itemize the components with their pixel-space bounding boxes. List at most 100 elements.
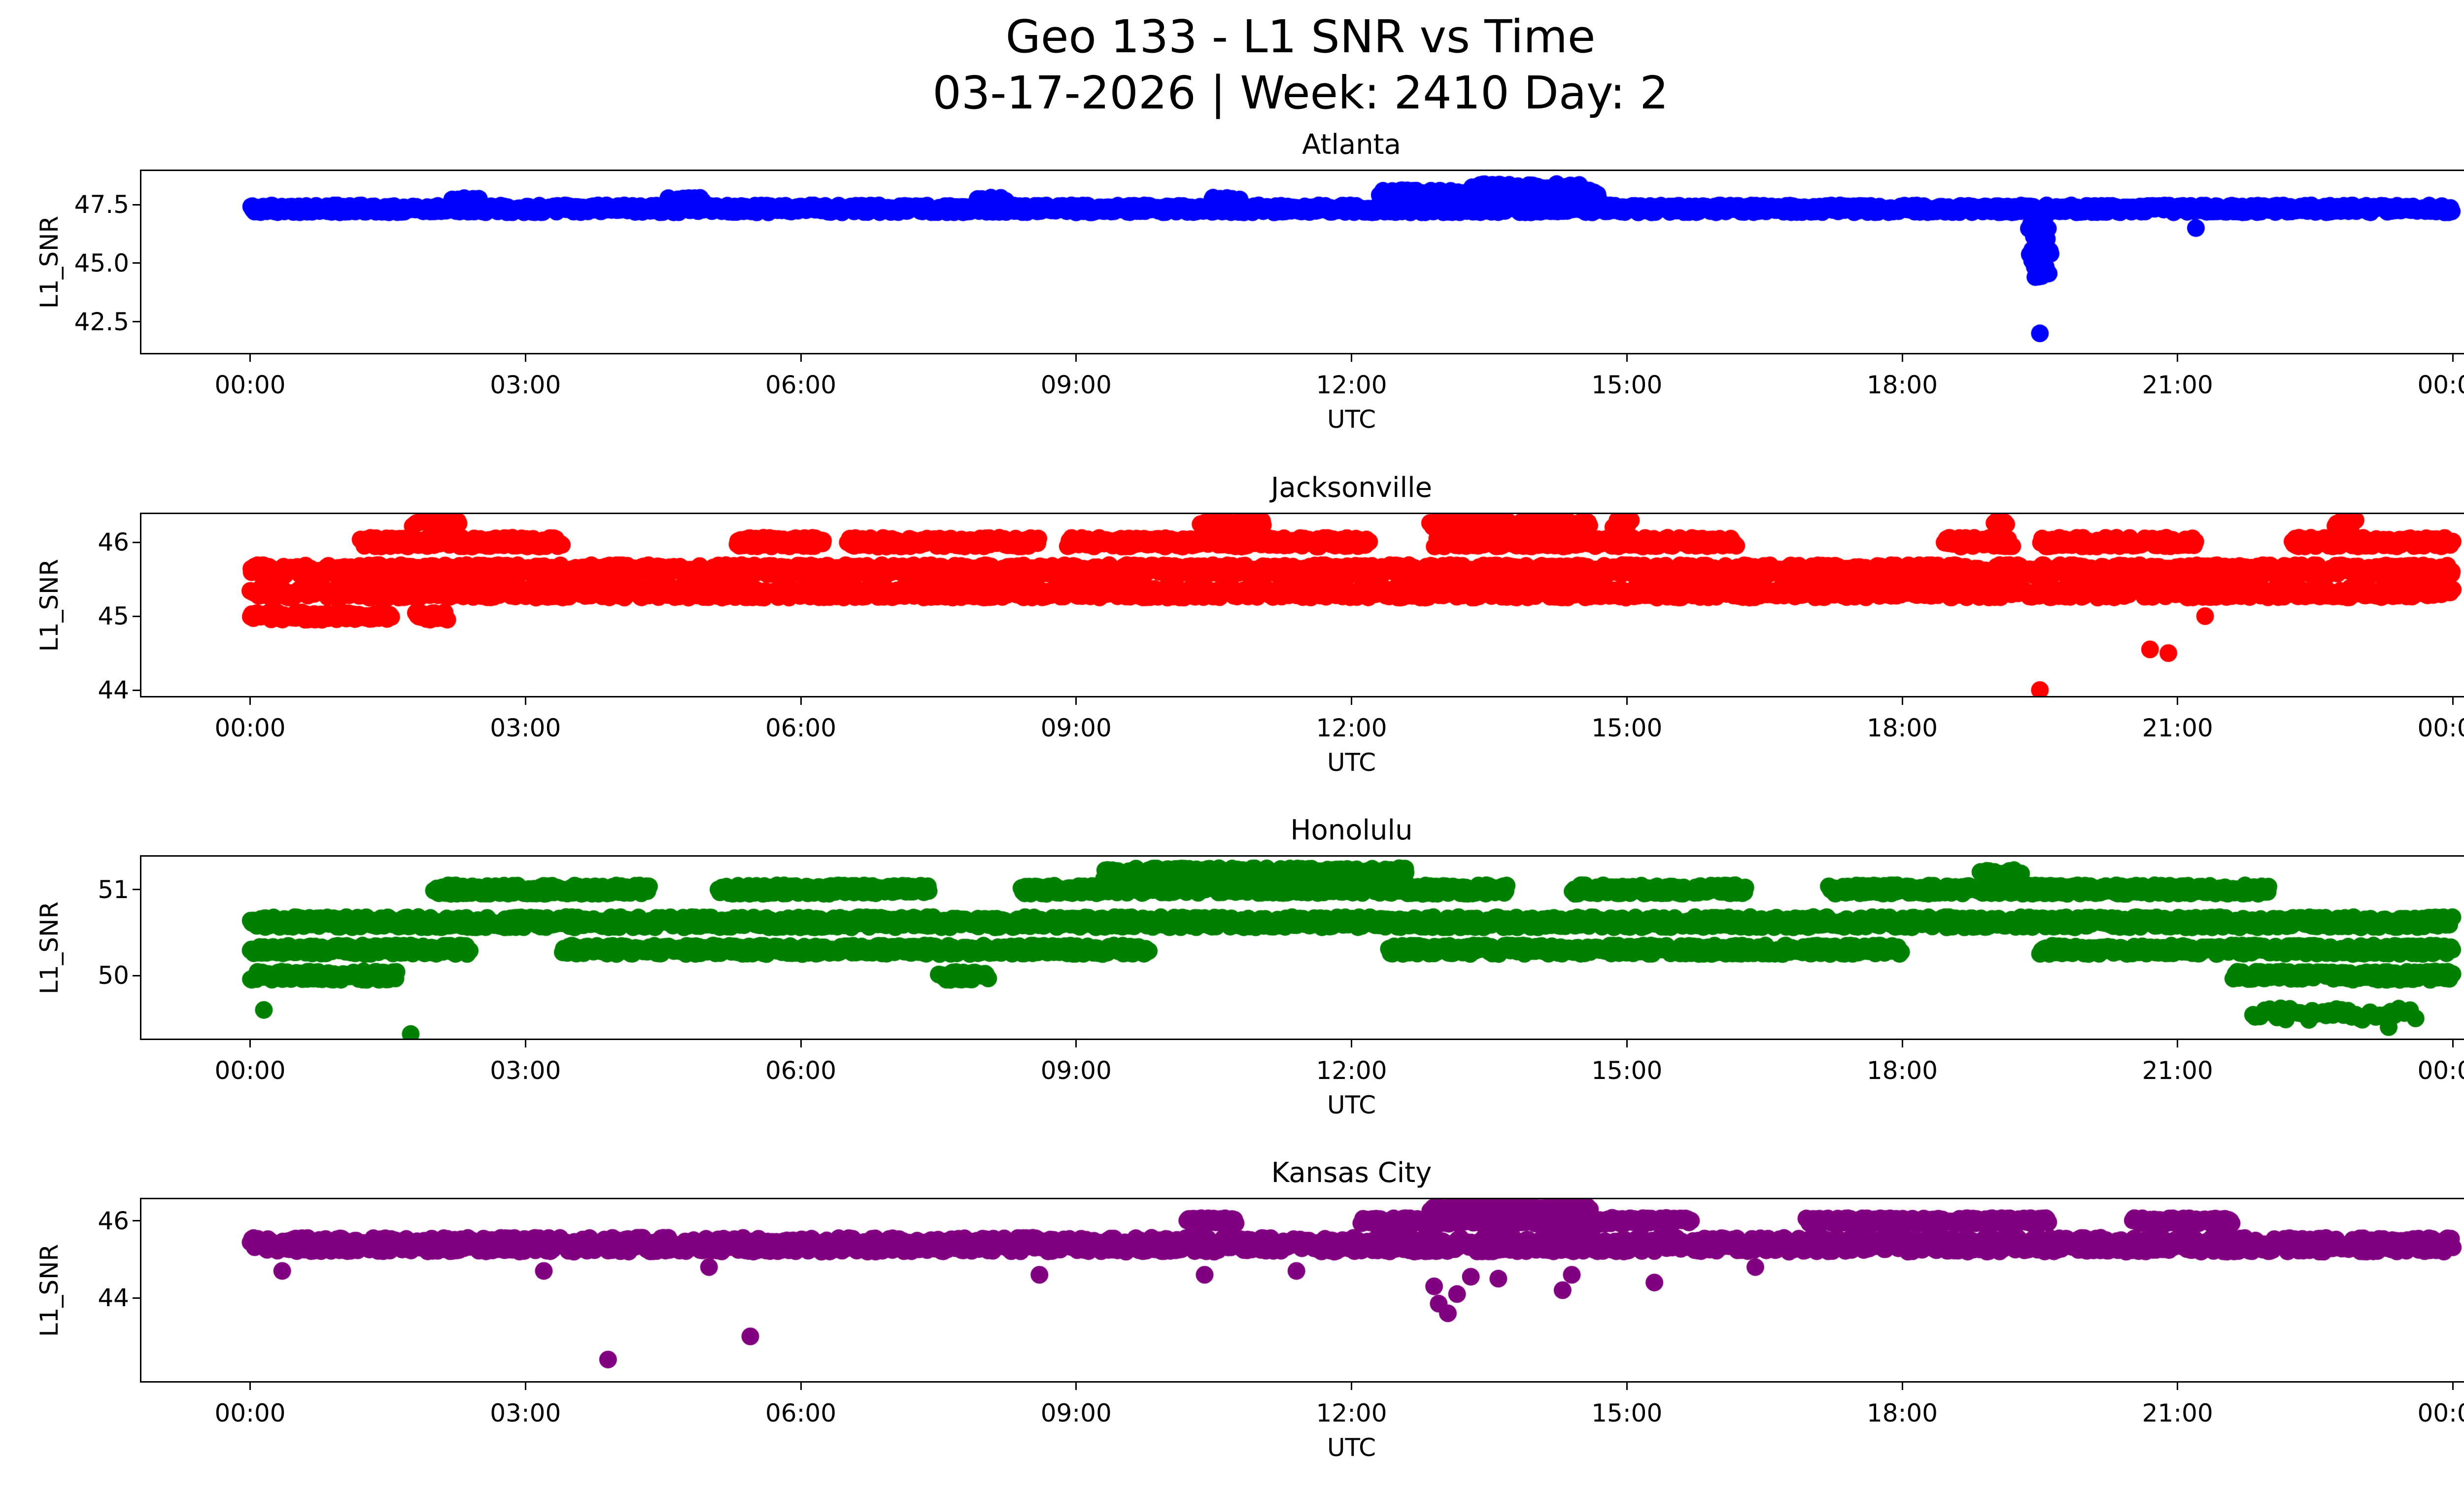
x-axis-label-jacksonville: UTC xyxy=(1327,748,1376,777)
subplot-title-kansas-city: Kansas City xyxy=(1271,1157,1432,1189)
x-tick-label-jacksonville: 03:00 xyxy=(490,714,561,742)
x-tick-label-atlanta: 21:00 xyxy=(2142,371,2213,399)
subplot-title-honolulu: Honolulu xyxy=(1290,814,1413,846)
x-tick-mark-honolulu xyxy=(800,1040,802,1047)
subplot-title-jacksonville: Jacksonville xyxy=(1270,472,1433,504)
x-tick-label-atlanta: 03:00 xyxy=(490,371,561,399)
x-tick-label-kansas-city: 00:00 xyxy=(214,1399,286,1427)
x-tick-label-jacksonville: 06:00 xyxy=(765,714,837,742)
x-tick-label-kansas-city: 03:00 xyxy=(490,1399,561,1427)
x-tick-label-atlanta: 18:00 xyxy=(1866,371,1938,399)
x-tick-mark-atlanta xyxy=(2452,354,2454,362)
x-tick-label-honolulu: 12:00 xyxy=(1316,1056,1387,1085)
x-tick-mark-atlanta xyxy=(1351,354,1352,362)
x-tick-label-jacksonville: 00:00 xyxy=(2417,714,2464,742)
x-axis-label-atlanta: UTC xyxy=(1327,405,1376,434)
x-tick-label-honolulu: 03:00 xyxy=(490,1056,561,1085)
x-tick-mark-kansas-city xyxy=(2452,1383,2454,1390)
y-tick-mark-atlanta xyxy=(133,204,140,206)
y-tick-mark-jacksonville xyxy=(133,541,140,543)
x-tick-mark-honolulu xyxy=(1351,1040,1352,1047)
x-tick-mark-jacksonville xyxy=(1626,697,1628,705)
x-tick-label-jacksonville: 15:00 xyxy=(1591,714,1663,742)
x-tick-mark-kansas-city xyxy=(1351,1383,1352,1390)
x-tick-label-jacksonville: 12:00 xyxy=(1316,714,1387,742)
x-tick-mark-honolulu xyxy=(524,1040,526,1047)
x-axis-label-kansas-city: UTC xyxy=(1327,1433,1376,1462)
figure-subtitle: 03-17-2026 | Week: 2410 Day: 2 xyxy=(932,67,1669,119)
x-tick-label-honolulu: 00:00 xyxy=(214,1056,286,1085)
y-tick-label-atlanta: 47.5 xyxy=(74,190,129,219)
figure-title: Geo 133 - L1 SNR vs Time xyxy=(1005,10,1596,63)
y-tick-label-honolulu: 50 xyxy=(98,961,129,990)
x-tick-mark-honolulu xyxy=(2452,1040,2454,1047)
x-tick-mark-honolulu xyxy=(249,1040,251,1047)
x-tick-mark-honolulu xyxy=(1626,1040,1628,1047)
x-tick-label-kansas-city: 09:00 xyxy=(1040,1399,1112,1427)
y-tick-mark-atlanta xyxy=(133,321,140,323)
x-tick-mark-jacksonville xyxy=(1075,697,1077,705)
x-tick-mark-atlanta xyxy=(800,354,802,362)
x-tick-mark-honolulu xyxy=(1901,1040,1903,1047)
x-tick-label-atlanta: 06:00 xyxy=(765,371,837,399)
y-tick-label-atlanta: 45.0 xyxy=(74,248,129,278)
x-tick-mark-jacksonville xyxy=(800,697,802,705)
x-tick-mark-atlanta xyxy=(249,354,251,362)
x-tick-label-honolulu: 00:00 xyxy=(2417,1056,2464,1085)
scatter-canvas-jacksonville xyxy=(140,513,2464,697)
x-tick-mark-atlanta xyxy=(1626,354,1628,362)
x-tick-mark-kansas-city xyxy=(1075,1383,1077,1390)
x-tick-mark-jacksonville xyxy=(1901,697,1903,705)
x-tick-label-atlanta: 00:00 xyxy=(2417,371,2464,399)
x-tick-mark-atlanta xyxy=(524,354,526,362)
y-tick-label-honolulu: 51 xyxy=(98,875,129,904)
x-tick-mark-jacksonville xyxy=(2452,697,2454,705)
x-tick-mark-jacksonville xyxy=(2177,697,2179,705)
x-tick-mark-jacksonville xyxy=(249,697,251,705)
x-tick-label-kansas-city: 21:00 xyxy=(2142,1399,2213,1427)
x-tick-label-honolulu: 06:00 xyxy=(765,1056,837,1085)
x-tick-label-honolulu: 18:00 xyxy=(1866,1056,1938,1085)
x-tick-label-atlanta: 09:00 xyxy=(1040,371,1112,399)
x-axis-label-honolulu: UTC xyxy=(1327,1091,1376,1119)
x-tick-mark-kansas-city xyxy=(1626,1383,1628,1390)
y-tick-mark-honolulu xyxy=(133,889,140,891)
x-tick-mark-kansas-city xyxy=(249,1383,251,1390)
x-tick-label-jacksonville: 00:00 xyxy=(214,714,286,742)
x-tick-mark-kansas-city xyxy=(524,1383,526,1390)
scatter-canvas-atlanta xyxy=(140,170,2464,354)
x-tick-label-honolulu: 15:00 xyxy=(1591,1056,1663,1085)
x-tick-mark-jacksonville xyxy=(1351,697,1352,705)
x-tick-mark-atlanta xyxy=(1901,354,1903,362)
x-tick-label-jacksonville: 09:00 xyxy=(1040,714,1112,742)
x-tick-label-jacksonville: 18:00 xyxy=(1866,714,1938,742)
x-tick-mark-kansas-city xyxy=(1901,1383,1903,1390)
x-tick-mark-jacksonville xyxy=(524,697,526,705)
x-tick-label-atlanta: 00:00 xyxy=(214,371,286,399)
y-tick-mark-jacksonville xyxy=(133,689,140,691)
scatter-canvas-kansas-city xyxy=(140,1198,2464,1383)
x-tick-mark-honolulu xyxy=(1075,1040,1077,1047)
x-tick-mark-kansas-city xyxy=(2177,1383,2179,1390)
x-tick-label-honolulu: 21:00 xyxy=(2142,1056,2213,1085)
y-tick-mark-atlanta xyxy=(133,262,140,264)
scatter-canvas-honolulu xyxy=(140,855,2464,1040)
x-tick-label-atlanta: 12:00 xyxy=(1316,371,1387,399)
x-tick-label-honolulu: 09:00 xyxy=(1040,1056,1112,1085)
y-tick-label-jacksonville: 45 xyxy=(98,602,129,630)
y-tick-mark-jacksonville xyxy=(133,615,140,617)
x-tick-mark-kansas-city xyxy=(800,1383,802,1390)
x-tick-label-kansas-city: 00:00 xyxy=(2417,1399,2464,1427)
y-tick-mark-kansas-city xyxy=(133,1220,140,1222)
y-tick-label-atlanta: 42.5 xyxy=(74,307,129,336)
y-tick-label-kansas-city: 44 xyxy=(98,1284,129,1313)
y-tick-label-jacksonville: 46 xyxy=(98,528,129,556)
subplot-title-atlanta: Atlanta xyxy=(1302,129,1401,161)
x-tick-label-atlanta: 15:00 xyxy=(1591,371,1663,399)
x-tick-label-kansas-city: 15:00 xyxy=(1591,1399,1663,1427)
x-tick-label-kansas-city: 12:00 xyxy=(1316,1399,1387,1427)
y-tick-mark-honolulu xyxy=(133,974,140,976)
x-tick-label-kansas-city: 06:00 xyxy=(765,1399,837,1427)
y-tick-mark-kansas-city xyxy=(133,1297,140,1299)
